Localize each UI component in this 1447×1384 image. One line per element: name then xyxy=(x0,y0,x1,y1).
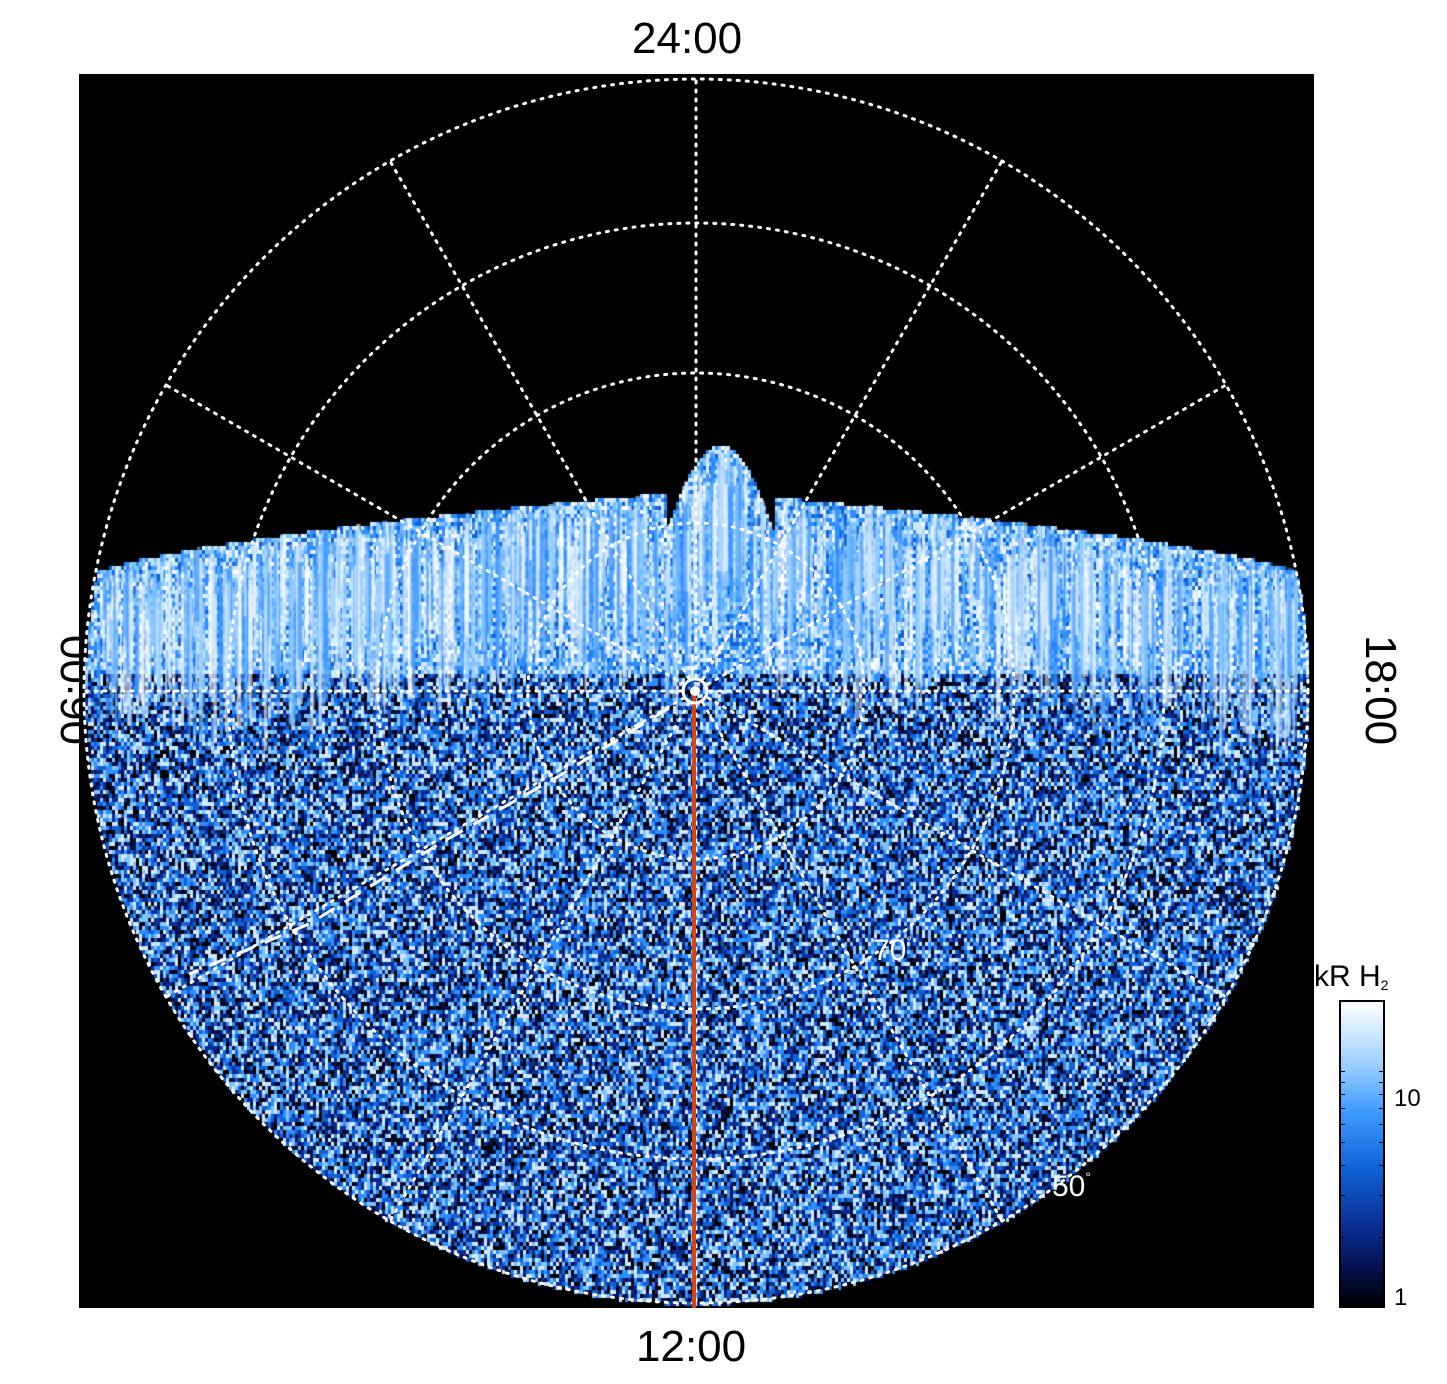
colorbar-minor-tick xyxy=(1339,1165,1345,1167)
colorbar-minor-tick xyxy=(1379,1165,1385,1167)
colorbar-title: kR H2 xyxy=(1314,960,1389,993)
latitude-label-50: 50° xyxy=(1052,1169,1091,1203)
colorbar-minor-tick xyxy=(1339,1142,1345,1144)
polar-grid-overlay: 70° 50° xyxy=(82,77,1310,1308)
meridian-line xyxy=(164,383,686,686)
colorbar-minor-tick xyxy=(1379,1142,1385,1144)
colorbar-tick-10: 10 xyxy=(1394,1085,1421,1112)
meridian-line xyxy=(701,701,1004,1223)
colorbar-minor-tick xyxy=(1379,1094,1385,1096)
latitude-circle-50 xyxy=(82,77,1310,1305)
colorbar-minor-tick xyxy=(1339,1071,1345,1073)
meridian-line xyxy=(706,696,1228,999)
meridian-line xyxy=(388,701,691,1223)
meridian-line xyxy=(388,159,691,681)
latitude-label-70: 70° xyxy=(873,933,912,967)
colorbar-tick-1: 1 xyxy=(1394,1284,1408,1311)
dashed-boundary-line xyxy=(188,706,670,976)
latitude-circle-70 xyxy=(376,371,1016,1011)
local-time-label-right: 18:00 xyxy=(1356,634,1406,746)
meridian-line xyxy=(706,383,1228,686)
pole-marker-outer xyxy=(681,677,709,705)
colorbar-minor-tick xyxy=(1379,1071,1385,1073)
meridian-line xyxy=(701,159,1004,681)
colorbar-minor-tick xyxy=(1339,1081,1345,1083)
local-time-label-bottom: 12:00 xyxy=(636,1322,747,1371)
polar-projection-frame: 70° 50° xyxy=(79,74,1314,1308)
colorbar-minor-tick xyxy=(1339,1123,1345,1125)
colorbar-minor-tick xyxy=(1379,1107,1385,1109)
colorbar-minor-tick xyxy=(1379,1236,1385,1238)
latitude-circle-60 xyxy=(226,221,1166,1161)
colorbar-minor-tick xyxy=(1379,1123,1385,1125)
colorbar-minor-tick xyxy=(1379,1194,1385,1196)
pole-marker-inner xyxy=(690,686,700,696)
colorbar-minor-tick xyxy=(1339,1107,1345,1109)
local-time-label-top: 24:00 xyxy=(632,14,743,63)
colorbar-minor-tick xyxy=(1339,1094,1345,1096)
colorbar xyxy=(1339,1000,1385,1308)
colorbar-minor-tick xyxy=(1339,1236,1345,1238)
colorbar-minor-tick xyxy=(1339,1194,1345,1196)
colorbar-minor-tick xyxy=(1379,1081,1385,1083)
